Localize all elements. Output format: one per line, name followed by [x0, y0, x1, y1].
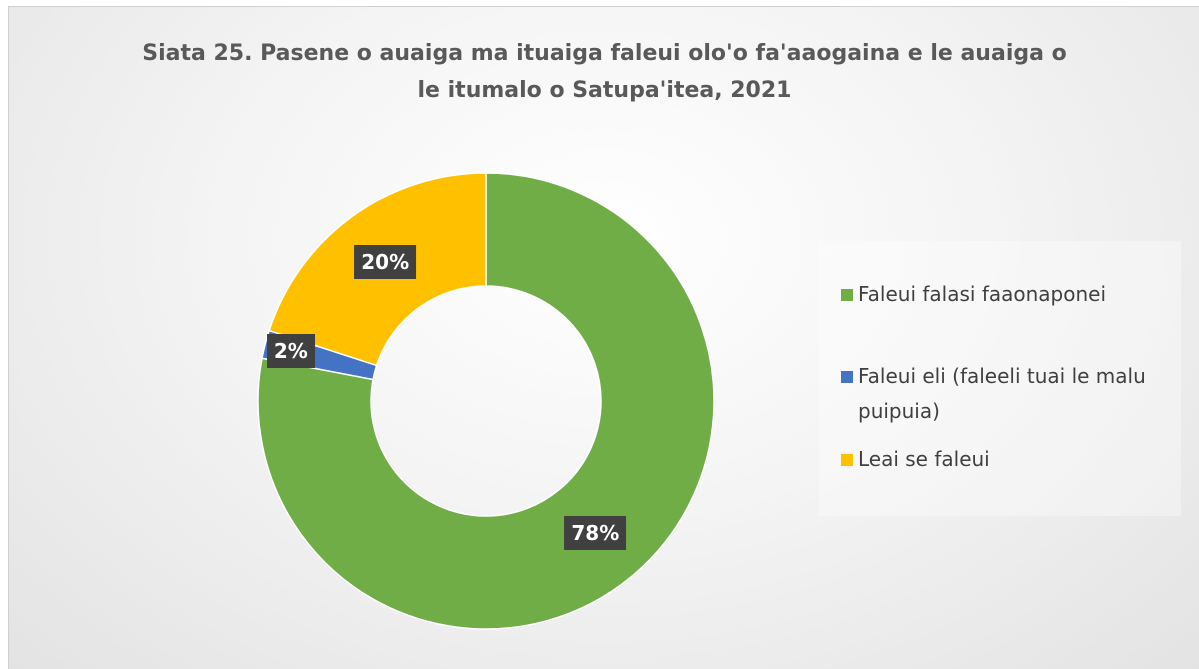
donut-slice	[257, 172, 715, 630]
data-label: 78%	[564, 516, 627, 551]
data-label: 20%	[354, 245, 417, 280]
legend-entry: Faleui falasi faaonaponei	[841, 277, 1193, 312]
legend-label: Leai se faleui	[858, 447, 990, 471]
legend-entry: Faleui eli (faleeli tuai le malu puipuia…	[841, 359, 1193, 429]
chart-title: Siata 25. Pasene o auaiga ma ituaiga fal…	[142, 41, 1067, 103]
legend-swatch	[841, 289, 853, 301]
legend: Faleui falasi faaonaponei Faleui eli (fal…	[819, 241, 1181, 516]
legend-label: Faleui falasi faaonaponei	[858, 282, 1107, 306]
legend-swatch	[841, 371, 853, 383]
chart: Siata 25. Pasene o auaiga ma ituaiga fal…	[8, 6, 1199, 669]
title-wrap: Siata 25. Pasene o auaiga ma ituaiga fal…	[9, 35, 1199, 109]
legend-swatch	[841, 454, 853, 466]
data-label: 2%	[266, 333, 315, 368]
legend-entry: Leai se faleui	[841, 442, 1193, 477]
legend-label: Faleui eli (faleeli tuai le malu puipuia…	[858, 364, 1146, 423]
